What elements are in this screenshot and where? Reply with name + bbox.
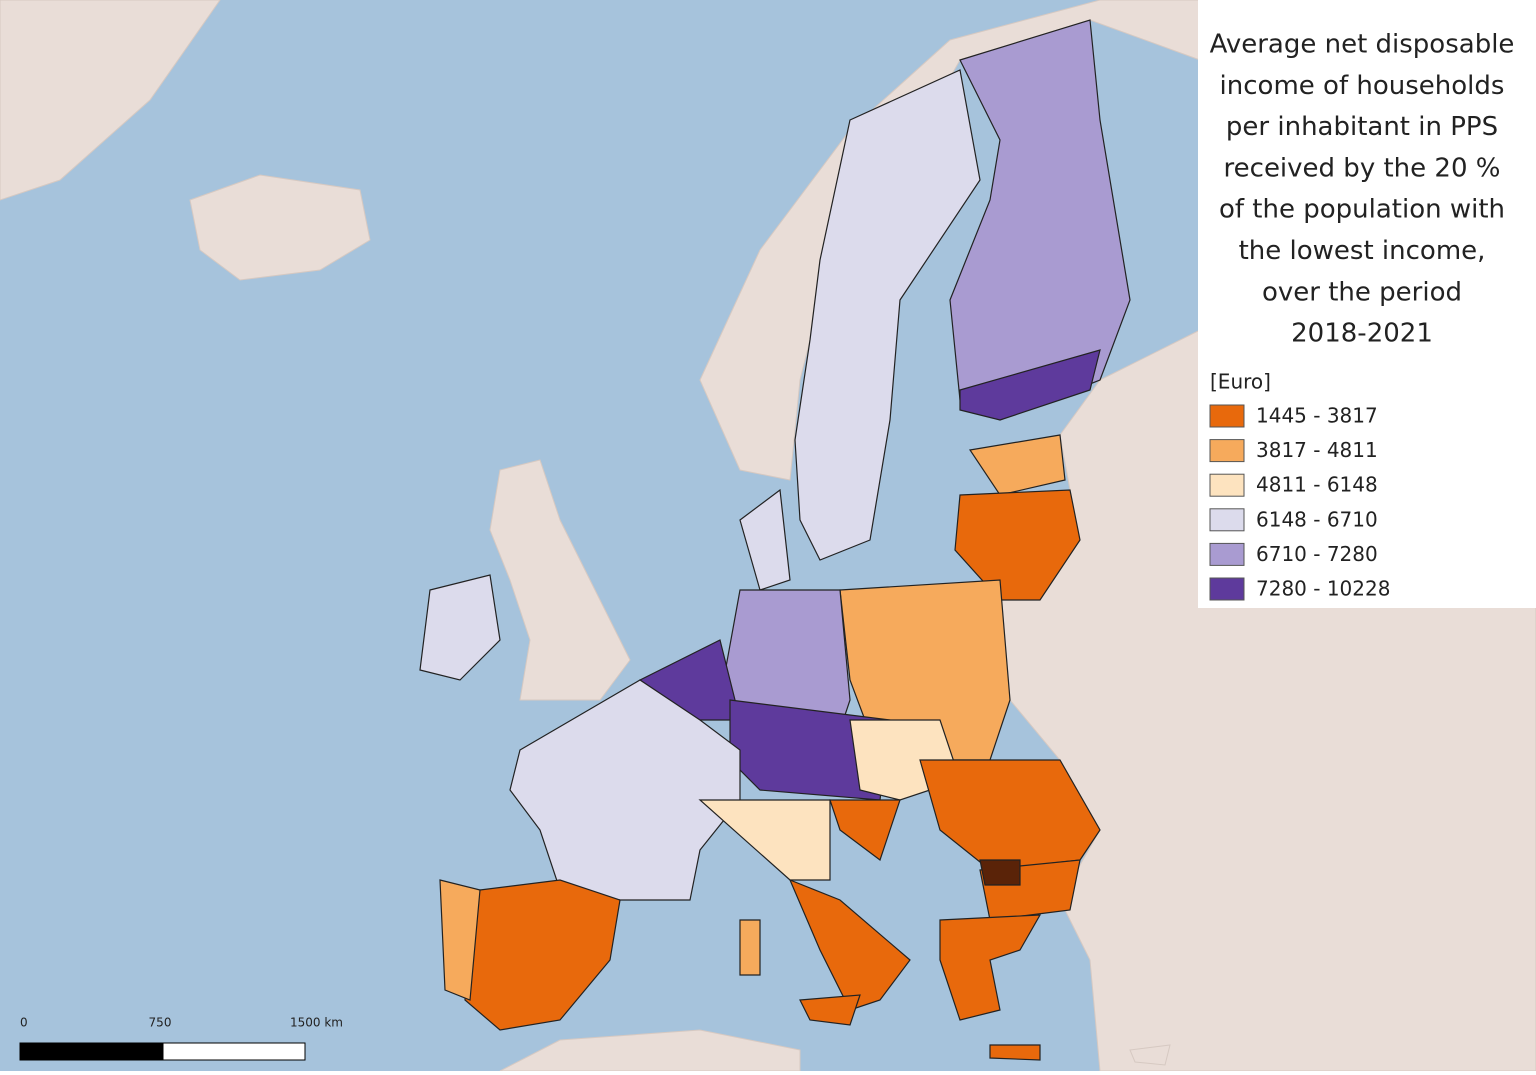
legend-title-line: per inhabitant in PPS [1226, 112, 1498, 142]
legend-label: 7280 - 10228 [1256, 577, 1390, 601]
legend-title-line: over the period [1262, 277, 1462, 307]
scale-label: 0 [20, 1016, 28, 1030]
scale-label: 750 [149, 1016, 172, 1030]
legend-title-line: received by the 20 % [1224, 153, 1501, 183]
scale-segment [19, 1042, 164, 1061]
legend-swatch [1209, 577, 1245, 601]
scale-bar [19, 1042, 306, 1061]
legend-swatch [1209, 439, 1245, 463]
legend-title-line: the lowest income, [1239, 236, 1486, 266]
legend-label: 4811 - 6148 [1256, 473, 1378, 497]
legend-swatch [1209, 473, 1245, 497]
scale-label: 1500 km [290, 1016, 343, 1030]
legend-label: 1445 - 3817 [1256, 404, 1378, 428]
legend-title-line: Average net disposable [1210, 30, 1515, 60]
legend-label: 6148 - 6710 [1256, 507, 1378, 531]
legend-box [1198, 0, 1536, 608]
legend-swatch [1209, 542, 1245, 566]
legend-unit: [Euro] [1210, 370, 1271, 394]
legend-swatch [1209, 404, 1245, 428]
legend-label: 3817 - 4811 [1256, 438, 1378, 462]
legend-title-line: income of households [1220, 71, 1505, 101]
legend-label: 6710 - 7280 [1256, 542, 1378, 566]
regions [419, 19, 1131, 1061]
scale-segment [162, 1042, 306, 1061]
legend: [Euro] [1198, 0, 1536, 608]
legend-title-line: 2018-2021 [1291, 319, 1433, 349]
legend-title-line: of the population with [1219, 195, 1505, 225]
legend-swatch [1209, 508, 1245, 532]
